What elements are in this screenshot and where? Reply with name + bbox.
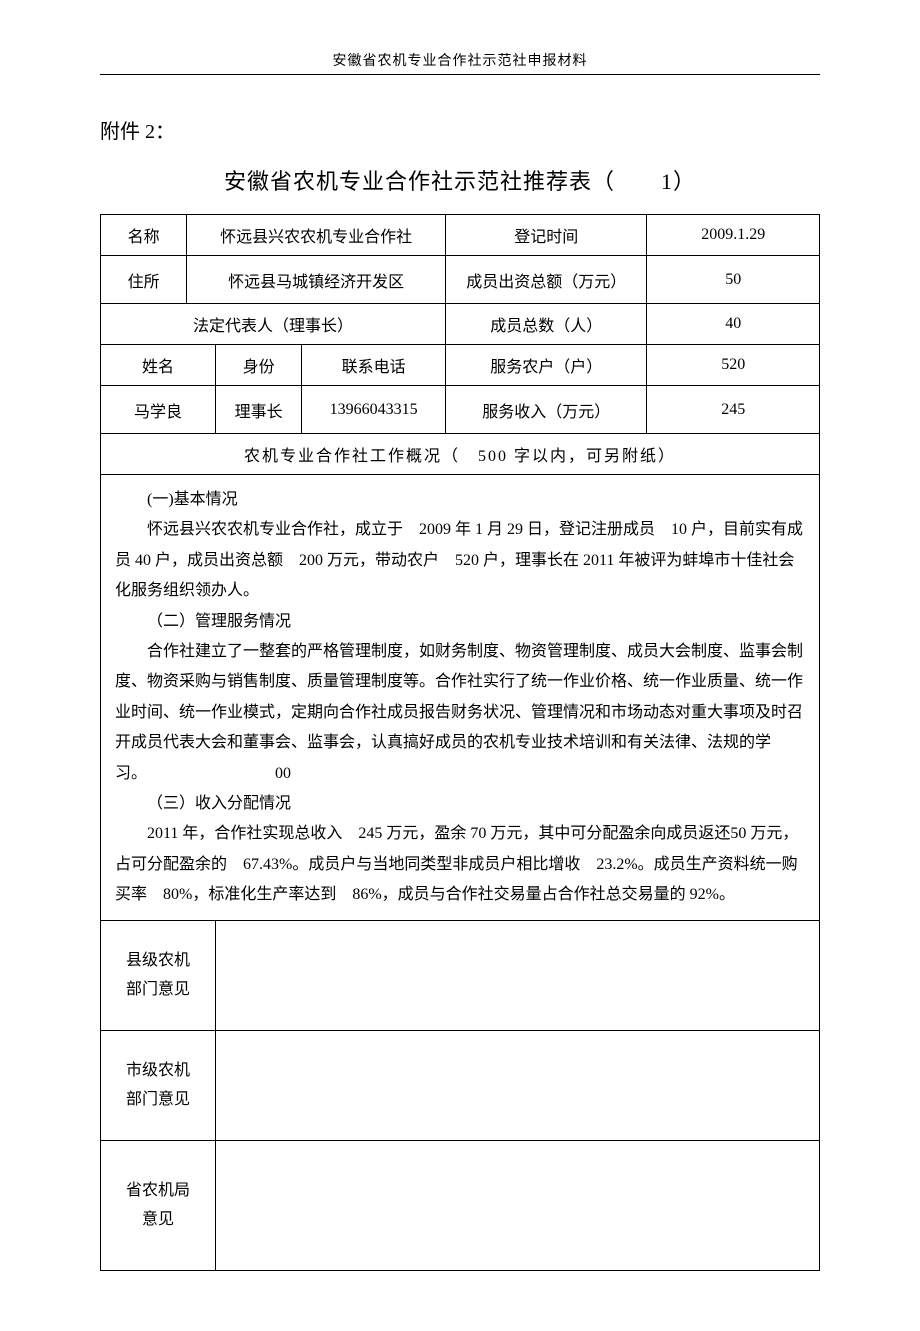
city-opinion-label-l1: 市级农机 <box>126 1062 190 1079</box>
label-identity: 身份 <box>216 345 302 386</box>
table-row-county-opinion: 县级农机 部门意见 <box>101 921 820 1031</box>
overview-content: (一)基本情况 怀远县兴农农机专业合作社，成立于 2009 年 1 月 29 日… <box>101 475 820 921</box>
attachment-label: 附件 2： <box>100 115 820 144</box>
overview-p3: 2011 年，合作社实现总收入 245 万元，盈余 70 万元，其中可分配盈余向… <box>115 819 805 910</box>
label-address: 住所 <box>101 256 187 304</box>
label-member-count: 成员总数（人） <box>446 304 647 345</box>
value-reg-time: 2009.1.29 <box>647 215 820 256</box>
table-row-province-opinion: 省农机局 意见 <box>101 1141 820 1271</box>
recommendation-form-table: 名称 怀远县兴农农机专业合作社 登记时间 2009.1.29 住所 怀远县马城镇… <box>100 214 820 1271</box>
table-row-city-opinion: 市级农机 部门意见 <box>101 1031 820 1141</box>
label-legal-rep: 法定代表人（理事长） <box>101 304 446 345</box>
county-opinion-content <box>216 921 820 1031</box>
table-row-name: 名称 怀远县兴农农机专业合作社 登记时间 2009.1.29 <box>101 215 820 256</box>
label-service-income: 服务收入（万元） <box>446 386 647 434</box>
label-service-households: 服务农户（户） <box>446 345 647 386</box>
province-opinion-label: 省农机局 意见 <box>101 1141 216 1271</box>
province-opinion-content <box>216 1141 820 1271</box>
page-header-text: 安徽省农机专业合作社示范社申报材料 <box>100 50 820 70</box>
city-opinion-content <box>216 1031 820 1141</box>
value-person-name: 马学良 <box>101 386 216 434</box>
table-row-legal-rep: 法定代表人（理事长） 成员总数（人） 40 <box>101 304 820 345</box>
table-row-overview-header: 农机专业合作社工作概况（ 500 字以内，可另附纸） <box>101 434 820 475</box>
header-divider <box>100 74 820 75</box>
overview-h2: （二）管理服务情况 <box>115 607 805 637</box>
overview-h1: (一)基本情况 <box>115 485 805 515</box>
overview-p2: 合作社建立了一整套的严格管理制度，如财务制度、物资管理制度、成员大会制度、监事会… <box>115 637 805 789</box>
table-row-address: 住所 怀远县马城镇经济开发区 成员出资总额（万元） 50 <box>101 256 820 304</box>
value-capital: 50 <box>647 256 820 304</box>
value-identity: 理事长 <box>216 386 302 434</box>
label-capital: 成员出资总额（万元） <box>446 256 647 304</box>
table-row-overview-content: (一)基本情况 怀远县兴农农机专业合作社，成立于 2009 年 1 月 29 日… <box>101 475 820 921</box>
value-service-households: 520 <box>647 345 820 386</box>
city-opinion-label-l2: 部门意见 <box>126 1091 190 1108</box>
label-name: 名称 <box>101 215 187 256</box>
county-opinion-label-l1: 县级农机 <box>126 952 190 969</box>
province-opinion-label-l2: 意见 <box>142 1211 174 1228</box>
value-member-count: 40 <box>647 304 820 345</box>
city-opinion-label: 市级农机 部门意见 <box>101 1031 216 1141</box>
table-row-rep-headers: 姓名 身份 联系电话 服务农户（户） 520 <box>101 345 820 386</box>
label-phone: 联系电话 <box>302 345 446 386</box>
overview-header: 农机专业合作社工作概况（ 500 字以内，可另附纸） <box>101 434 820 475</box>
value-name: 怀远县兴农农机专业合作社 <box>187 215 446 256</box>
value-phone: 13966043315 <box>302 386 446 434</box>
value-service-income: 245 <box>647 386 820 434</box>
overview-h3: （三）收入分配情况 <box>115 789 805 819</box>
table-row-rep-values: 马学良 理事长 13966043315 服务收入（万元） 245 <box>101 386 820 434</box>
county-opinion-label-l2: 部门意见 <box>126 981 190 998</box>
province-opinion-label-l1: 省农机局 <box>126 1182 190 1199</box>
value-address: 怀远县马城镇经济开发区 <box>187 256 446 304</box>
county-opinion-label: 县级农机 部门意见 <box>101 921 216 1031</box>
label-reg-time: 登记时间 <box>446 215 647 256</box>
overview-p1: 怀远县兴农农机专业合作社，成立于 2009 年 1 月 29 日，登记注册成员 … <box>115 515 805 606</box>
label-person-name: 姓名 <box>101 345 216 386</box>
document-title: 安徽省农机专业合作社示范社推荐表（ 1） <box>100 164 820 196</box>
